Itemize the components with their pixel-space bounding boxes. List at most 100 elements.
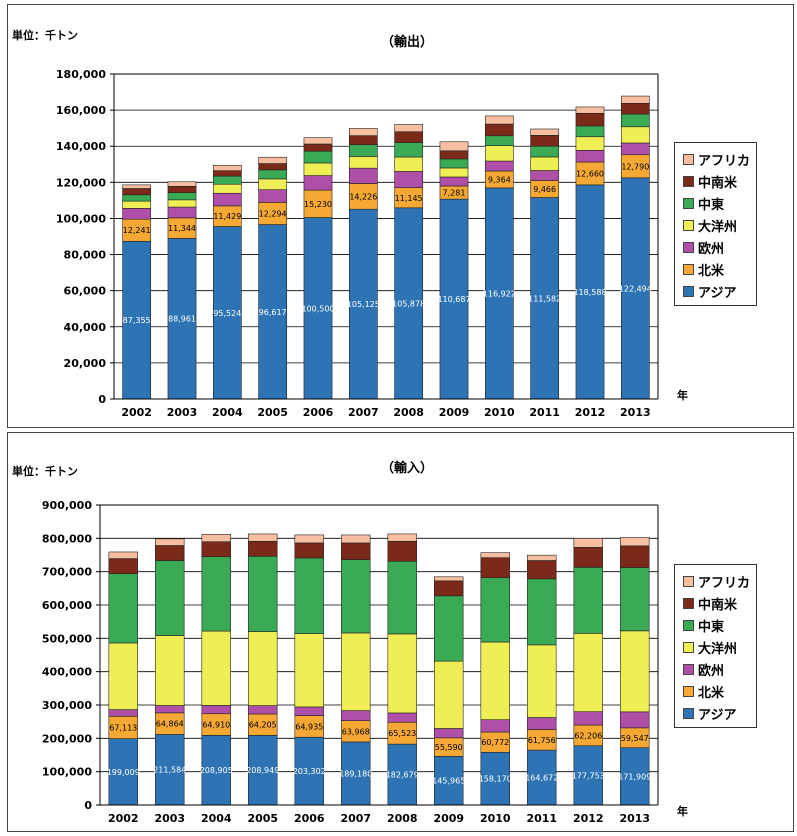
- import-data-label-アジア: 199,009: [107, 768, 140, 777]
- import-data-label-アジア: 203,302: [293, 767, 326, 776]
- export-legend-item: 中東: [683, 192, 750, 214]
- import-legend-item: 北米: [683, 680, 750, 702]
- import-bar-2002-大洋州: [108, 642, 138, 710]
- export-bar-2007-中南米: [348, 135, 378, 145]
- import-x-tick-label: 2011: [526, 812, 557, 825]
- import-data-label-北米: 55,590: [435, 743, 463, 752]
- export-bar-2003-欧州: [167, 206, 197, 219]
- import-bar-2003-中南米: [155, 545, 185, 561]
- export-data-label-北米: 9,364: [488, 175, 511, 184]
- import-chart-svg: 0 100,000 200,000 300,000 400,000 500,000 600,…: [42, 499, 659, 825]
- export-x-tick-label: 2004: [212, 406, 243, 419]
- import-bar-2007-中南米: [341, 542, 371, 560]
- export-bar-2007-アフリカ: [348, 128, 378, 136]
- export-bar-2006-欧州: [303, 175, 333, 191]
- import-bar-2007-欧州: [341, 710, 371, 721]
- export-bar-2002-中南米: [122, 188, 152, 196]
- export-bar-2011-アフリカ: [530, 128, 560, 136]
- export-chart-title: （輸出）: [381, 35, 434, 50]
- export-bar-2007-アジア: [348, 208, 378, 400]
- import-bar-2011-大洋州: [527, 644, 557, 718]
- export-y-tick-label: 80,000: [64, 249, 107, 262]
- export-data-label-アジア: 96,617: [259, 308, 287, 317]
- import-legend-item: 中南米: [683, 592, 750, 614]
- export-x-tick-label: 2006: [303, 406, 334, 419]
- import-bar-2011-中東: [527, 578, 557, 646]
- export-data-label-北米: 7,281: [443, 189, 466, 198]
- import-bar-2013-アジア: [620, 747, 650, 806]
- import-x-tick-label: 2005: [247, 812, 278, 825]
- import-legend-label: アジア: [698, 707, 737, 723]
- export-x-tick-label: 2002: [121, 406, 152, 419]
- export-bar-2003-中東: [167, 192, 197, 201]
- import-x-tick-label: 2007: [340, 812, 371, 825]
- import-bar-2010-アフリカ: [480, 552, 510, 558]
- export-y-tick-label: 160,000: [56, 104, 106, 117]
- import-x-tick-label: 2002: [108, 812, 139, 825]
- export-y-tick-label: 100,000: [56, 212, 106, 225]
- import-y-tick-label: 0: [84, 799, 92, 812]
- export-bar-2012-中東: [575, 125, 605, 138]
- export-bar-2009-大洋州: [439, 167, 469, 178]
- export-legend: アフリカ 中南米 中東 大洋州 欧州 北米 アジア: [674, 142, 758, 306]
- export-bar-2013-アフリカ: [620, 95, 650, 104]
- import-legend-swatch: [683, 707, 694, 719]
- export-bar-2005-アジア: [258, 224, 288, 400]
- export-data-label-北米: 11,145: [395, 194, 423, 203]
- import-data-label-アジア: 182,679: [386, 771, 419, 780]
- import-bar-2002-アジア: [108, 738, 138, 806]
- export-bar-2002-アフリカ: [122, 184, 152, 189]
- export-bar-2010-アフリカ: [484, 115, 514, 125]
- export-bar-2011-中東: [530, 145, 560, 158]
- export-bar-2003-アジア: [167, 238, 197, 400]
- import-bar-2008-大洋州: [387, 633, 417, 714]
- export-bar-2008-中南米: [394, 131, 424, 143]
- import-bar-2012-大洋州: [573, 633, 603, 712]
- import-legend-swatch: [683, 575, 694, 587]
- export-bar-2006-中東: [303, 150, 333, 164]
- export-chart-svg: 0 20,000 40,000 60,000 80,000 100,000 120,000 1…: [56, 68, 659, 419]
- export-data-label-北米: 14,226: [349, 192, 377, 201]
- import-bar-2008-中南米: [387, 540, 417, 562]
- export-bar-2010-大洋州: [484, 145, 514, 162]
- export-plot-area: [114, 74, 658, 399]
- export-legend-swatch: [683, 175, 694, 187]
- export-unit-label: 単位：千トン: [12, 29, 78, 42]
- export-bar-2007-中東: [348, 144, 378, 157]
- export-bar-2013-欧州: [620, 142, 650, 156]
- export-x-tick-label: 2008: [393, 406, 424, 419]
- export-legend-swatch: [683, 197, 694, 209]
- import-data-label-アジア: 158,170: [479, 775, 512, 784]
- import-legend-item: アフリカ: [683, 570, 750, 592]
- import-y-tick-label: 800,000: [42, 532, 92, 545]
- export-legend-swatch: [683, 285, 694, 297]
- export-data-label-北米: 15,230: [304, 200, 332, 209]
- import-legend-label: アフリカ: [698, 575, 751, 591]
- import-legend-swatch: [683, 685, 694, 697]
- import-legend-label: 中南米: [698, 597, 738, 613]
- import-unit-label: 単位：千トン: [12, 465, 78, 478]
- import-bar-2002-中東: [108, 573, 138, 644]
- import-bar-2013-欧州: [620, 711, 650, 729]
- export-bar-2004-欧州: [212, 192, 242, 207]
- import-data-label-北米: 64,935: [295, 722, 323, 731]
- export-data-label-北米: 11,344: [168, 224, 196, 233]
- export-y-tick-label: 40,000: [64, 321, 107, 334]
- import-bar-2005-アフリカ: [248, 533, 278, 542]
- import-data-label-北米: 65,523: [388, 729, 416, 738]
- export-bar-2006-大洋州: [303, 162, 333, 176]
- import-bar-2004-中南米: [201, 541, 231, 558]
- export-bar-2007-欧州: [348, 167, 378, 184]
- import-data-label-アジア: 145,965: [432, 777, 465, 786]
- import-data-label-アジア: 164,672: [525, 774, 558, 783]
- import-bar-2005-中南米: [248, 540, 278, 557]
- export-legend-label: アフリカ: [698, 153, 751, 169]
- export-bar-2005-欧州: [258, 189, 288, 203]
- export-bar-2013-大洋州: [620, 126, 650, 144]
- import-bar-2013-大洋州: [620, 630, 650, 713]
- export-bar-2005-アフリカ: [258, 156, 288, 164]
- export-legend-swatch: [683, 219, 694, 231]
- export-bar-2008-中東: [394, 142, 424, 158]
- export-legend-item: 欧州: [683, 236, 750, 258]
- import-bar-2013-中南米: [620, 545, 650, 568]
